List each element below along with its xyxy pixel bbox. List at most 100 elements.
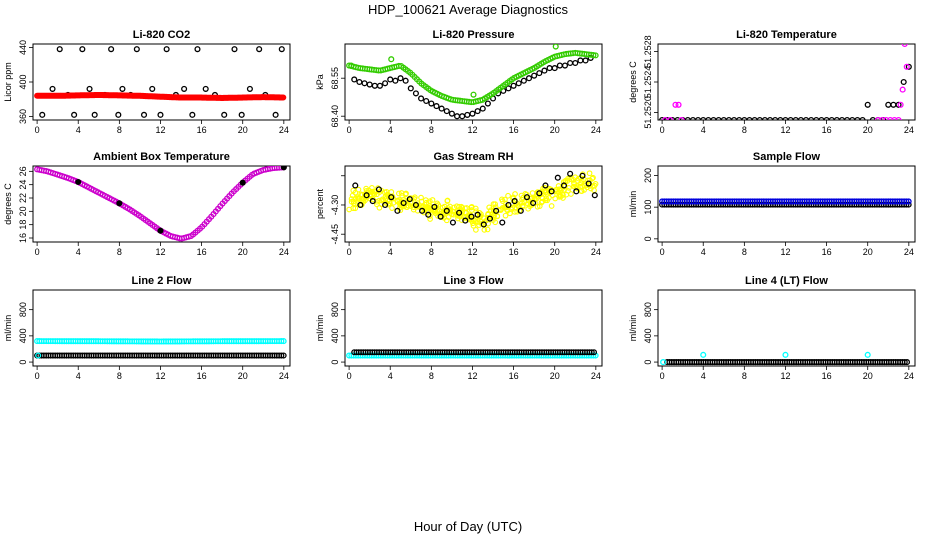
y-tick-label: 800: [643, 302, 653, 317]
chart-title: Li-820 Temperature: [736, 29, 837, 41]
y-axis-label: ml/min: [628, 191, 638, 218]
data-point: [782, 351, 789, 358]
data-point: [468, 207, 475, 213]
data-series: [348, 44, 559, 98]
data-point: [520, 77, 527, 84]
data-point: [517, 207, 524, 214]
data-point: [567, 170, 574, 177]
y-tick-label: 16: [18, 233, 28, 243]
data-point: [560, 182, 568, 189]
data-point: [352, 201, 359, 207]
x-tick-label: 8: [117, 247, 122, 257]
data-point: [505, 192, 511, 199]
data-point: [502, 196, 508, 203]
data-series: [346, 49, 599, 106]
data-point: [464, 111, 471, 118]
data-point: [468, 213, 475, 220]
data-point: [700, 351, 707, 358]
data-point: [592, 52, 599, 59]
data-point: [382, 80, 389, 87]
y-tick-label: 51.2520: [643, 96, 653, 129]
data-point: [473, 227, 479, 233]
y-tick-label: 68.40: [330, 105, 340, 128]
data-point: [448, 110, 455, 117]
y-tick-label: 400: [18, 328, 28, 343]
data-point: [580, 176, 587, 183]
data-point: [505, 201, 512, 209]
y-tick-label: 100: [643, 200, 653, 215]
figure-title: HDP_100621 Average Diagnostics: [368, 2, 568, 17]
x-axis-title: Hour of Day (UTC): [414, 519, 522, 534]
data-point: [566, 185, 572, 191]
chart-panel: Ambient Box Temperature 0 4 8 12 16 20 24 16 18 20…: [3, 151, 291, 257]
y-tick-label: 800: [330, 302, 340, 317]
data-point: [407, 85, 414, 92]
plot-frame: [32, 43, 291, 121]
x-tick-label: 24: [591, 247, 601, 257]
y-tick-label: 24: [18, 180, 28, 190]
data-point: [568, 191, 574, 197]
data-point: [79, 46, 86, 53]
data-point: [901, 44, 908, 48]
data-point: [586, 170, 593, 177]
data-point: [470, 91, 477, 98]
data-series: [34, 92, 287, 101]
data-point: [582, 57, 589, 64]
data-point: [394, 207, 401, 214]
data-point: [592, 181, 599, 187]
x-tick-label: 16: [509, 247, 519, 257]
data-point: [116, 200, 123, 207]
data-point: [357, 201, 364, 209]
data-point: [349, 192, 356, 199]
data-point: [480, 221, 487, 228]
x-tick-label: 24: [279, 125, 289, 135]
data-point: [346, 206, 353, 213]
data-point: [557, 187, 564, 194]
data-point: [449, 219, 456, 226]
data-point: [388, 194, 395, 201]
chart-panel: Gas Stream RH 0 4 8 12 16 20 24 -4.45 -4.30 percen…: [315, 151, 603, 257]
data-point: [443, 207, 450, 214]
y-axis-label: degrees C: [3, 183, 13, 225]
y-tick-label: 26: [18, 166, 28, 176]
data-point: [525, 75, 533, 82]
data-point: [400, 199, 407, 207]
data-point: [369, 198, 376, 205]
data-point: [429, 197, 436, 203]
data-point: [486, 204, 493, 211]
plot-area: [34, 166, 287, 242]
data-point: [895, 116, 902, 120]
plot-area: [660, 351, 911, 366]
x-tick-label: 16: [197, 247, 207, 257]
data-point: [903, 63, 910, 70]
x-tick-label: 0: [347, 125, 352, 135]
x-tick-label: 12: [467, 247, 477, 257]
data-point: [91, 111, 98, 118]
data-point: [675, 101, 682, 108]
x-tick-label: 20: [550, 371, 560, 381]
data-point: [585, 180, 592, 187]
data-point: [565, 175, 571, 182]
chart-panel: Li-820 Pressure 0 4 8 12 16 20 24 68.40 68.55 kPa: [315, 29, 603, 135]
data-point: [591, 192, 598, 199]
x-tick-label: 8: [429, 125, 434, 135]
data-point: [246, 85, 253, 92]
data-point: [39, 111, 46, 118]
data-point: [530, 199, 537, 207]
data-point: [378, 197, 385, 204]
x-tick-label: 16: [197, 371, 207, 381]
data-point: [418, 194, 424, 201]
data-point: [543, 195, 550, 202]
chart-panel: Sample Flow 0 4 8 12 16 20 24 0 100 200 ml/min: [628, 151, 916, 257]
y-tick-label: 400: [18, 74, 28, 89]
y-tick-label: 800: [18, 302, 28, 317]
x-tick-label: 24: [904, 247, 914, 257]
data-point: [410, 206, 417, 213]
plot-frame: [32, 165, 291, 243]
data-point: [474, 211, 481, 218]
data-point: [361, 80, 368, 87]
data-point: [879, 116, 886, 120]
data-point: [419, 207, 426, 214]
data-point: [864, 101, 871, 108]
